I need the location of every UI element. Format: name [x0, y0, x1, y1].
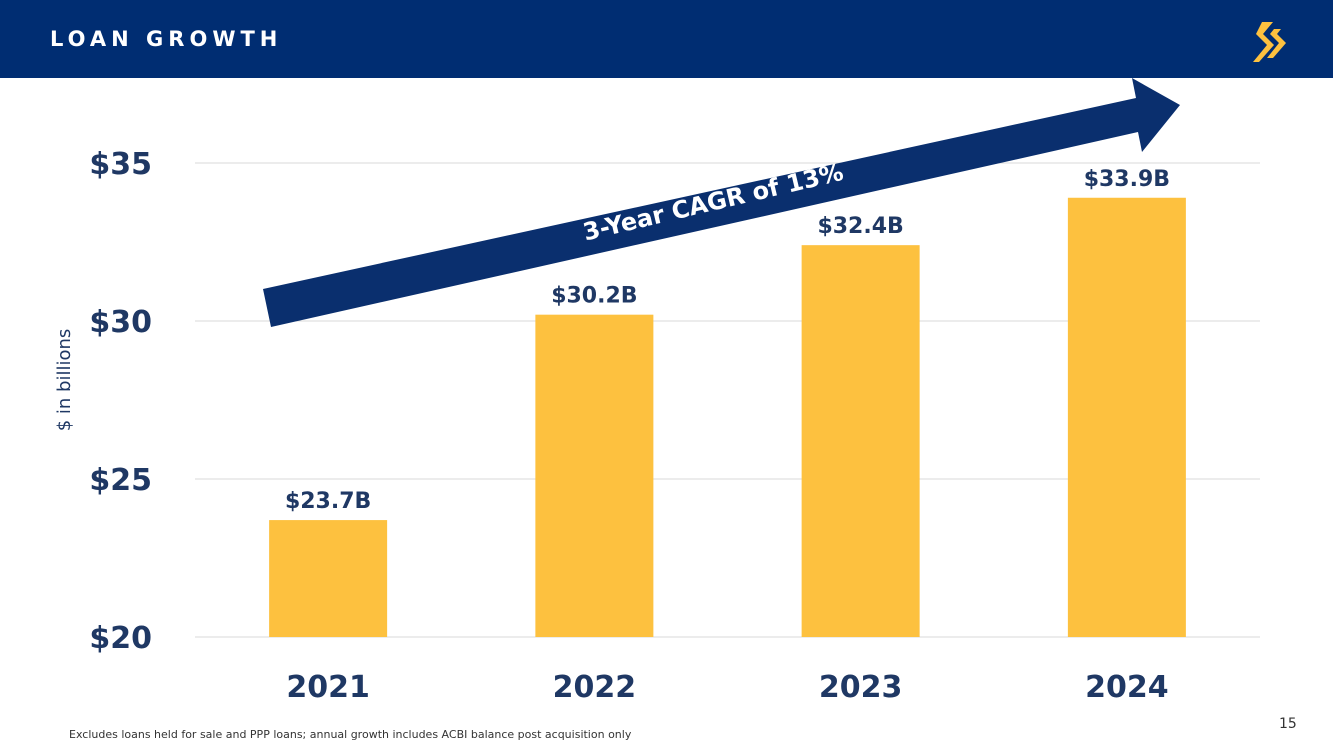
data-label: $30.2B: [551, 284, 637, 309]
cagr-arrow: [263, 78, 1180, 327]
bar-2023: [801, 245, 920, 637]
y-tick-label: $20: [89, 621, 152, 656]
data-label: $32.4B: [817, 214, 903, 239]
page-title: LOAN GROWTH: [50, 27, 283, 51]
x-tick-label: 2024: [1085, 670, 1169, 705]
bar-2024: [1067, 197, 1186, 637]
data-label: $23.7B: [285, 489, 371, 514]
y-tick-label: $25: [89, 463, 152, 498]
y-tick-label: $35: [89, 147, 152, 182]
x-tick-label: 2022: [553, 670, 637, 705]
loan-growth-chart: 3-Year CAGR of 13% $20$25$30$35$23.7B202…: [54, 78, 1260, 705]
page-number: 15: [1279, 716, 1297, 732]
y-tick-label: $30: [89, 305, 152, 340]
x-tick-label: 2023: [819, 670, 903, 705]
data-label: $33.9B: [1084, 167, 1170, 192]
bar-2022: [535, 314, 654, 637]
bank-logo-icon: [1253, 22, 1286, 62]
header-bar: LOAN GROWTH: [0, 0, 1333, 78]
y-axis-label: $ in billions: [54, 329, 75, 432]
footnote: Excludes loans held for sale and PPP loa…: [69, 728, 632, 741]
x-tick-label: 2021: [286, 670, 370, 705]
bar-2021: [269, 520, 388, 637]
